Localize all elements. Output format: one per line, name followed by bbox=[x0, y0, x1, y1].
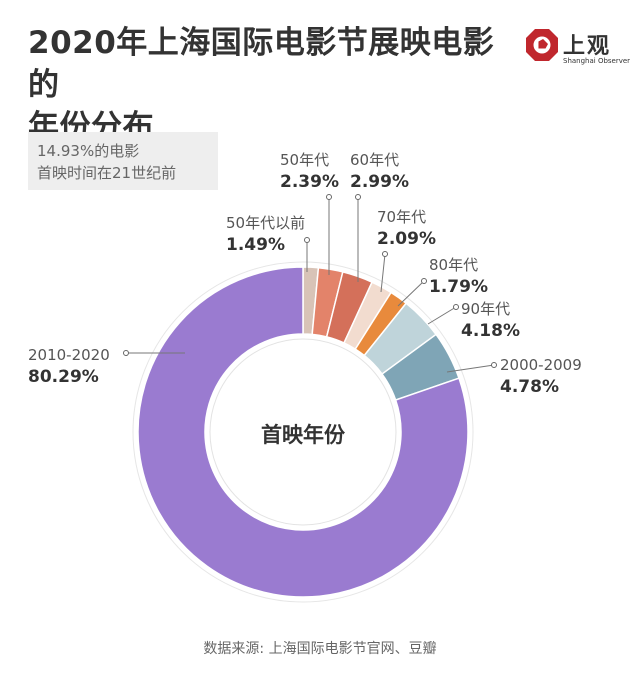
logo-text-en: Shanghai Observer bbox=[563, 57, 631, 65]
outer-guide-ring bbox=[132, 261, 474, 603]
slice-value-label: 2.39% bbox=[280, 172, 339, 192]
slice-value-label: 1.49% bbox=[226, 235, 285, 255]
slice-category-label: 60年代 bbox=[350, 151, 399, 169]
slice-value-label: 4.78% bbox=[500, 377, 559, 397]
leader-line-2000-2009 bbox=[446, 364, 495, 373]
inner-hole bbox=[205, 334, 401, 530]
page-title: 2020年上海国际电影节展映电影的 年份分布 bbox=[28, 22, 508, 148]
data-source: 数据来源: 上海国际电影节官网、豆瓣 bbox=[203, 641, 437, 657]
slice-category-label: 90年代 bbox=[461, 300, 510, 318]
leader-dot-70年代 bbox=[382, 251, 388, 257]
slice-labels: 50年代以前 1.49% 50年代 2.39% 60年代 2.99% 70年代 2.09% 80… bbox=[28, 151, 582, 397]
slice-category-label: 50年代以前 bbox=[226, 214, 305, 232]
leader-line-90年代 bbox=[427, 306, 457, 325]
leader-line-80年代 bbox=[397, 280, 425, 307]
center-label: 首映年份 bbox=[261, 423, 346, 447]
slice-category-label: 2010-2020 bbox=[28, 346, 110, 364]
slices-group bbox=[137, 266, 469, 598]
leader-lines bbox=[123, 194, 497, 373]
slice-category-label: 70年代 bbox=[377, 208, 426, 226]
slice-value-label: 4.18% bbox=[461, 321, 520, 341]
shanghai-observer-logo: 上观 Shanghai Observer bbox=[525, 28, 630, 72]
slice-value-label: 2.09% bbox=[377, 229, 436, 249]
slice-value-label: 80.29% bbox=[28, 367, 99, 387]
leader-dot-90年代 bbox=[453, 304, 459, 310]
leader-dot-2000-2009 bbox=[491, 362, 497, 368]
title-line-1: 2020年上海国际电影节展映电影的 bbox=[28, 25, 495, 103]
slice-category-label: 80年代 bbox=[429, 256, 478, 274]
leader-dot-2010-2020 bbox=[123, 350, 129, 356]
leader-dot-80年代 bbox=[421, 278, 427, 284]
slice-value-label: 2.99% bbox=[350, 172, 409, 192]
logo-mark-icon bbox=[526, 29, 558, 61]
leader-line-70年代 bbox=[380, 253, 386, 293]
note-line-2: 首映时间在21世纪前 bbox=[37, 164, 177, 182]
insight-note: 14.93%的电影 首映时间在21世纪前 bbox=[28, 132, 218, 190]
note-line-1: 14.93%的电影 bbox=[37, 142, 140, 160]
inner-guide-ring bbox=[209, 338, 397, 526]
slice-value-label: 1.79% bbox=[429, 277, 488, 297]
leader-dot-50年代以前 bbox=[304, 237, 310, 243]
logo-text-cn: 上观 bbox=[563, 34, 612, 59]
leader-dot-50年代 bbox=[326, 194, 332, 200]
slice-category-label: 2000-2009 bbox=[500, 356, 582, 374]
leader-dot-60年代 bbox=[355, 194, 361, 200]
slice-category-label: 50年代 bbox=[280, 151, 329, 169]
